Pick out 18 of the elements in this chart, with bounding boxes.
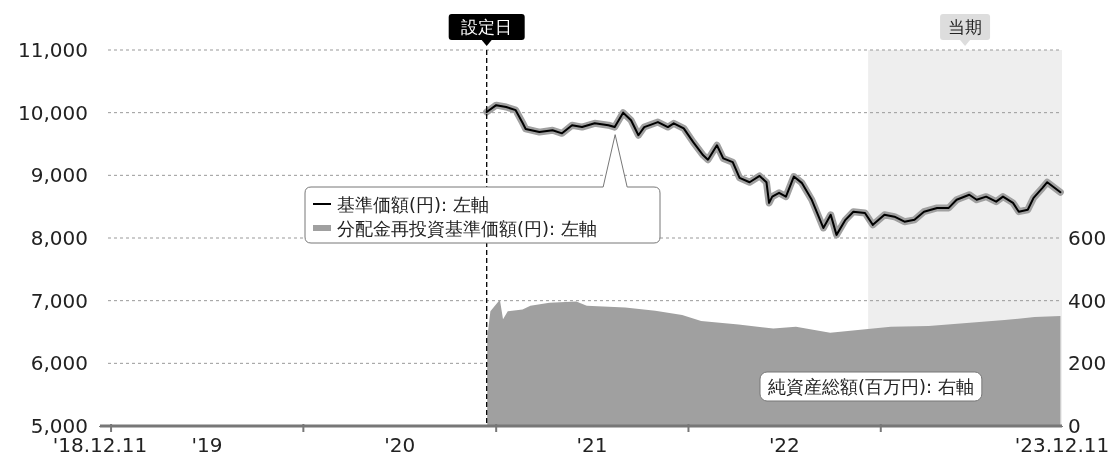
y-tick-label: 10,000 (18, 100, 88, 125)
series-label: 純資産総額(百万円): 右軸 (768, 376, 974, 397)
legend-label: 基準価額(円): 左軸 (337, 194, 489, 215)
y2-tick-label: 200 (1068, 351, 1107, 376)
y-tick-label: 8,000 (30, 226, 88, 250)
band-label: 当期 (948, 17, 983, 37)
x-tick-label: '19 (191, 433, 223, 457)
y-tick-label: 9,000 (30, 163, 88, 188)
x-tick-label: '20 (384, 433, 416, 457)
y-tick-label: 7,000 (30, 288, 88, 313)
y2-tick-label: 400 (1068, 288, 1107, 313)
ref-line-label: 設定日 (461, 17, 513, 37)
x-tick-label: '22 (768, 433, 800, 457)
x-tick-label: '21 (576, 433, 608, 457)
y2-tick-label: 600 (1068, 226, 1107, 250)
y-tick-label: 11,000 (18, 38, 88, 62)
y-tick-label: 6,000 (30, 351, 88, 376)
legend-label: 分配金再投資基準価額(円): 左軸 (337, 218, 597, 239)
